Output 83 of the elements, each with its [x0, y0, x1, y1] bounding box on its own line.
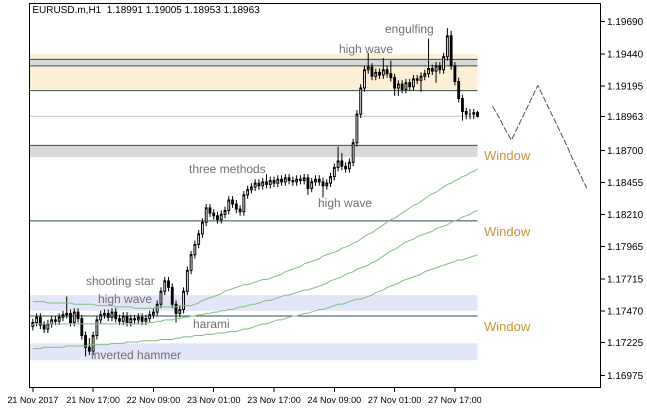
candlestick [412, 74, 415, 92]
candlestick [122, 312, 125, 326]
candlestick [280, 174, 283, 186]
candlestick [295, 174, 298, 186]
candlestick [129, 314, 132, 327]
annotation: shooting star [86, 274, 155, 288]
annotation: inverted hammer [91, 348, 182, 362]
candlestick [434, 61, 438, 84]
candlestick [220, 210, 223, 224]
ref-line-label: Window [484, 319, 531, 334]
candlestick [261, 177, 264, 190]
candlestick [114, 308, 118, 324]
x-tick-label: 27 Nov 17:00 [428, 394, 482, 405]
candlestick [408, 78, 412, 92]
candlestick [310, 177, 314, 193]
candlestick [148, 310, 152, 324]
y-tick-label: 1.19195 [607, 82, 644, 93]
y-tick-label: 1.17715 [607, 274, 644, 286]
y-tick-label: 1.17225 [607, 338, 644, 350]
candlestick [103, 308, 106, 320]
candlestick [322, 177, 324, 198]
annotation: high wave [98, 292, 152, 306]
candlestick [400, 80, 404, 94]
candlestick [427, 38, 430, 78]
candlestick [234, 200, 238, 214]
candlestick [216, 211, 219, 224]
x-tick-label: 21 Nov 2017 [7, 394, 58, 405]
candlestick [420, 72, 422, 92]
line-series [32, 254, 478, 350]
x-tick-label: 22 Nov 09:00 [126, 394, 180, 405]
candlestick [404, 78, 408, 94]
candlestick [72, 308, 76, 327]
candlestick [126, 312, 128, 327]
candlestick [272, 176, 276, 188]
annotation: high wave [339, 42, 394, 56]
ref-line-label: Window [484, 224, 531, 239]
candlestick [46, 319, 50, 334]
annotation: engulfing [385, 22, 434, 36]
candlestick [140, 312, 144, 326]
y-tick-label: 1.16975 [607, 370, 644, 382]
candlestick [227, 196, 230, 215]
candlestick [35, 312, 38, 327]
candlestick [106, 308, 110, 322]
y-tick-label: 1.18210 [607, 210, 644, 221]
y-tick-label: 1.18455 [607, 178, 644, 189]
candlestick [472, 108, 476, 120]
x-tick-label: 21 Nov 17:00 [66, 394, 120, 405]
candlestick [110, 308, 114, 322]
annotation: high wave [318, 196, 372, 210]
candlestick [284, 174, 287, 186]
x-tick-label: 23 Nov 01:00 [186, 394, 240, 405]
candlestick [476, 110, 479, 118]
ref-line-label: Window [484, 148, 531, 163]
candlestick [38, 312, 42, 330]
candlestick [265, 174, 268, 189]
candlestick [288, 174, 291, 185]
candlestick [306, 174, 310, 196]
y-tick-label: 1.18963 [607, 112, 644, 123]
y-tick-label: 1.17965 [607, 242, 644, 253]
candlestick [258, 178, 260, 190]
y-tick-label: 1.19690 [607, 17, 644, 28]
candlestick [268, 176, 272, 189]
x-tick-label: 24 Nov 09:00 [308, 394, 362, 405]
x-tick-label: 27 Nov 01:00 [368, 394, 422, 405]
candlestick [144, 314, 148, 326]
x-tick-label: 23 Nov 17:00 [247, 394, 301, 405]
annotation: three methods [189, 162, 266, 176]
candlestick [291, 176, 294, 186]
candlestick [382, 58, 385, 80]
candlestick [254, 178, 257, 192]
y-tick-label: 1.19440 [607, 50, 644, 61]
candlestick [133, 314, 136, 324]
y-tick-label: 1.17470 [607, 306, 644, 318]
chart-title: EURUSD.m,H1 1.18991 1.19005 1.18953 1.18963 [32, 5, 260, 16]
candlestick [276, 174, 280, 188]
candlestick [298, 174, 302, 185]
candlestick [54, 316, 57, 326]
candlestick [374, 68, 378, 81]
candlestick [468, 108, 472, 120]
candlestick [58, 312, 61, 326]
candlestick [136, 312, 140, 324]
y-tick-label: 1.18700 [607, 146, 644, 158]
annotation: harami [193, 317, 230, 331]
